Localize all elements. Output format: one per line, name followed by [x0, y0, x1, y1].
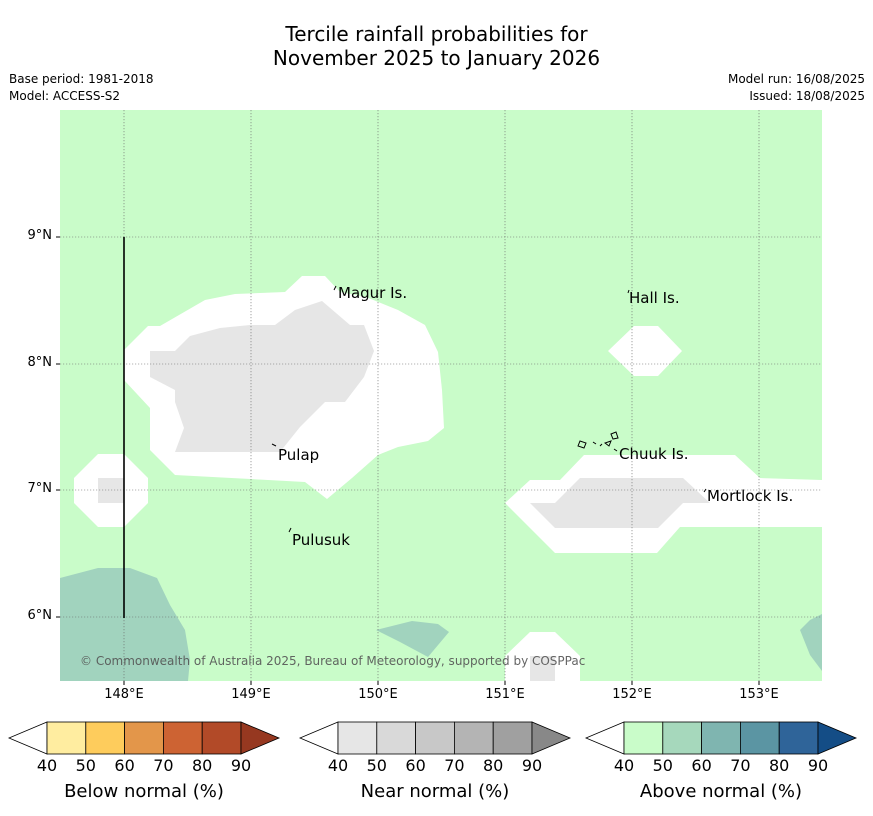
near-normal-colorbar-extend-high [531, 721, 572, 755]
above-normal-colorbar-tick: 60 [691, 756, 712, 775]
below-normal-colorbar-tick: 70 [153, 756, 174, 775]
above-normal-colorbar-tick: 70 [730, 756, 751, 775]
lat-label-7n: 7°N [27, 481, 53, 496]
lat-label-9n: 9°N [27, 228, 53, 243]
below-normal-colorbar-tick: 90 [230, 756, 252, 775]
near-normal-40-region [530, 478, 710, 528]
near-normal-colorbar-tick: 40 [327, 756, 349, 775]
near-normal-colorbar-tick: 50 [366, 756, 387, 775]
below-normal-colorbar-tick: 50 [75, 756, 96, 775]
above-normal-50-region [60, 568, 190, 681]
above-normal-colorbar-tick: 40 [613, 756, 635, 775]
lon-label-148e: 148°E [104, 687, 144, 702]
near-normal-colorbar-segment [492, 721, 533, 755]
below-normal-colorbar-tick: 80 [192, 756, 213, 775]
colorbars [7, 721, 858, 755]
below-normal-colorbar-extend-high [240, 721, 281, 755]
lon-label-152e: 152°E [612, 687, 652, 702]
place-label-pulusuk: Pulusuk [292, 531, 350, 549]
base-period: Base period: 1981-2018 [9, 72, 154, 86]
below-normal-colorbar-extend-low [7, 721, 48, 755]
above-normal-colorbar-title: Above normal (%) [639, 781, 803, 802]
white-region [608, 326, 682, 376]
lon-label-149e: 149°E [231, 687, 271, 702]
above-normal-colorbar-extend-high [817, 721, 858, 755]
issued-date: Issued: 18/08/2025 [749, 89, 865, 103]
above-normal-50-region [376, 621, 449, 657]
above-normal-50-region [800, 614, 822, 671]
below-normal-colorbar-tick: 40 [36, 756, 58, 775]
above-normal-colorbar-tick: 80 [769, 756, 790, 775]
near-normal-colorbar-title: Near normal (%) [360, 781, 510, 802]
above-normal-colorbar-segment [701, 721, 741, 755]
model-run: Model run: 16/08/2025 [727, 72, 865, 86]
near-normal-colorbar-segment [415, 721, 455, 755]
above-normal-colorbar-segment [662, 721, 702, 755]
near-normal-40-region [530, 656, 555, 681]
below-normal-colorbar-segment [46, 721, 87, 755]
place-label-magur: Magur Is. [338, 284, 408, 302]
model-name: Model: ACCESS-S2 [9, 89, 121, 103]
below-normal-colorbar-title: Below normal (%) [64, 781, 224, 802]
near-normal-colorbar-segment [453, 721, 494, 755]
near-normal-colorbar-extend-low [298, 721, 339, 755]
lat-label-8n: 8°N [27, 355, 53, 370]
below-normal-colorbar-segment [201, 721, 242, 755]
near-normal-colorbar-tick: 90 [521, 756, 543, 775]
above-normal-colorbar-segment [623, 721, 664, 755]
lon-label-150e: 150°E [358, 687, 398, 702]
map-title: Tercile rainfall probabilities for Novem… [0, 22, 873, 70]
above-normal-colorbar-extend-low [584, 721, 625, 755]
near-normal-40-region [150, 301, 374, 452]
meta-right: Model run: 16/08/2025 Issued: 18/08/2025 [728, 71, 865, 105]
near-normal-40-region [98, 478, 124, 503]
place-label-hall: Hall Is. [629, 289, 680, 307]
above-normal-colorbar-segment [778, 721, 819, 755]
lat-label-6n: 6°N [27, 608, 53, 623]
near-normal-colorbar-segment [337, 721, 378, 755]
above-normal-colorbar-tick: 90 [807, 756, 829, 775]
title-line-1: Tercile rainfall probabilities for [285, 22, 588, 46]
meta-left: Base period: 1981-2018 Model: ACCESS-S2 [9, 71, 154, 105]
below-normal-colorbar-tick: 60 [114, 756, 135, 775]
place-label-pulap: Pulap [278, 446, 320, 464]
above-normal-colorbar-segment [740, 721, 780, 755]
island-outlines [271, 285, 707, 533]
title-line-2: November 2025 to January 2026 [272, 46, 601, 70]
near-normal-colorbar-segment [376, 721, 416, 755]
near-normal-colorbar-tick: 60 [405, 756, 426, 775]
tick-marks [56, 236, 760, 685]
lon-label-151e: 151°E [485, 687, 525, 702]
below-normal-colorbar-segment [124, 721, 164, 755]
above-normal-colorbar-tick: 50 [652, 756, 673, 775]
lon-label-153e: 153°E [739, 687, 779, 702]
place-label-mortlock: Mortlock Is. [707, 487, 794, 505]
below-normal-colorbar-segment [162, 721, 203, 755]
near-normal-colorbar-tick: 70 [444, 756, 465, 775]
copyright-notice: © Commonwealth of Australia 2025, Bureau… [80, 654, 586, 668]
below-normal-colorbar-segment [85, 721, 126, 755]
near-normal-colorbar-tick: 80 [483, 756, 504, 775]
place-label-chuuk: Chuuk Is. [619, 445, 689, 463]
